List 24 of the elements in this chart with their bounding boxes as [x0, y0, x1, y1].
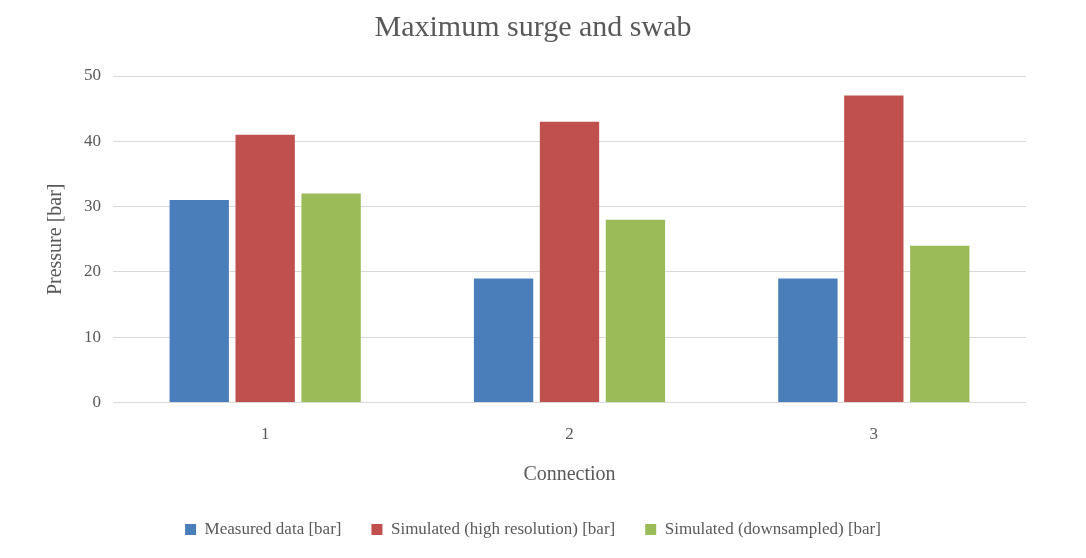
y-tick-label: 10 — [84, 326, 101, 346]
bar — [605, 219, 666, 403]
legend-label: Simulated (high resolution) [bar] — [390, 518, 616, 538]
bar — [473, 278, 534, 403]
y-tick-label: 50 — [84, 65, 101, 85]
bar — [169, 200, 229, 403]
y-tick-label: 40 — [84, 130, 101, 150]
x-axis-title: Connection — [523, 462, 616, 485]
bar — [539, 121, 600, 403]
bar — [301, 193, 361, 403]
y-tick-label: 30 — [84, 196, 101, 216]
legend-label: Simulated (downsampled) [bar] — [664, 518, 881, 538]
y-axis-title: Pressure [bar] — [43, 183, 66, 296]
y-tick-label: 0 — [92, 392, 101, 412]
bar — [778, 278, 838, 403]
y-tick-label: 20 — [84, 261, 101, 281]
x-tick-label: 3 — [869, 424, 879, 444]
bar — [910, 245, 970, 403]
chart-title: Maximum surge and swab — [374, 8, 692, 42]
legend-label: Measured data [bar] — [204, 518, 342, 538]
x-tick-label: 2 — [565, 424, 574, 444]
x-tick-label: 1 — [260, 424, 270, 444]
bar — [844, 95, 904, 403]
bar — [235, 134, 295, 403]
